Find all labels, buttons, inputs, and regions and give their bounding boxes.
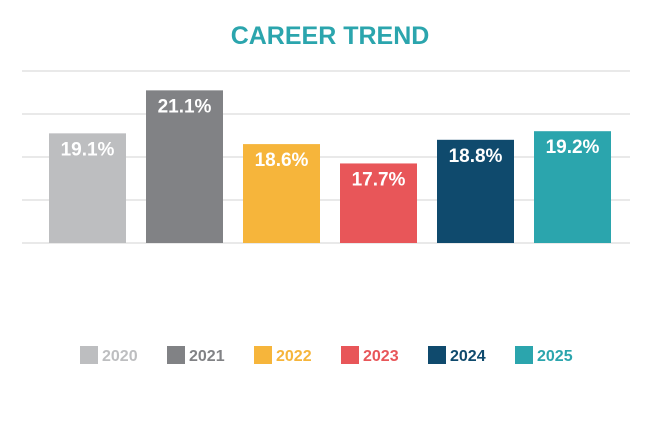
legend-label: 2023 [363, 348, 399, 365]
legend-swatch [428, 346, 446, 364]
bar-2020 [49, 133, 126, 243]
bar-2024 [437, 139, 514, 243]
chart-title: CAREER TREND [231, 22, 430, 50]
legend-swatch [341, 346, 359, 364]
bars [49, 90, 611, 243]
legend-label: 2025 [537, 348, 573, 365]
bar-value-label: 21.1% [158, 96, 212, 117]
bar-2023 [340, 163, 417, 243]
legend-label: 2021 [189, 348, 225, 365]
bar-2022 [243, 144, 320, 243]
legend-label: 2020 [102, 348, 138, 365]
legend-swatch [80, 346, 98, 364]
legend-label: 2024 [450, 348, 486, 365]
legend-swatch [254, 346, 272, 364]
legend-label: 2022 [276, 348, 312, 365]
bar-2021 [146, 90, 223, 243]
bar-value-label: 18.8% [449, 146, 503, 167]
bar-value-label: 19.2% [546, 137, 600, 158]
legend-swatch [515, 346, 533, 364]
legend-swatch [167, 346, 185, 364]
legend: 2020 2021 2022 2023 2024 2025 [80, 346, 573, 365]
bar-2025 [534, 131, 611, 243]
bar-value-labels: 19.1% 21.1% 18.6% 17.7% 18.8% 19.2% [61, 96, 600, 190]
bar-value-label: 18.6% [255, 150, 309, 171]
bar-value-label: 17.7% [352, 169, 406, 190]
bar-value-label: 19.1% [61, 139, 115, 160]
